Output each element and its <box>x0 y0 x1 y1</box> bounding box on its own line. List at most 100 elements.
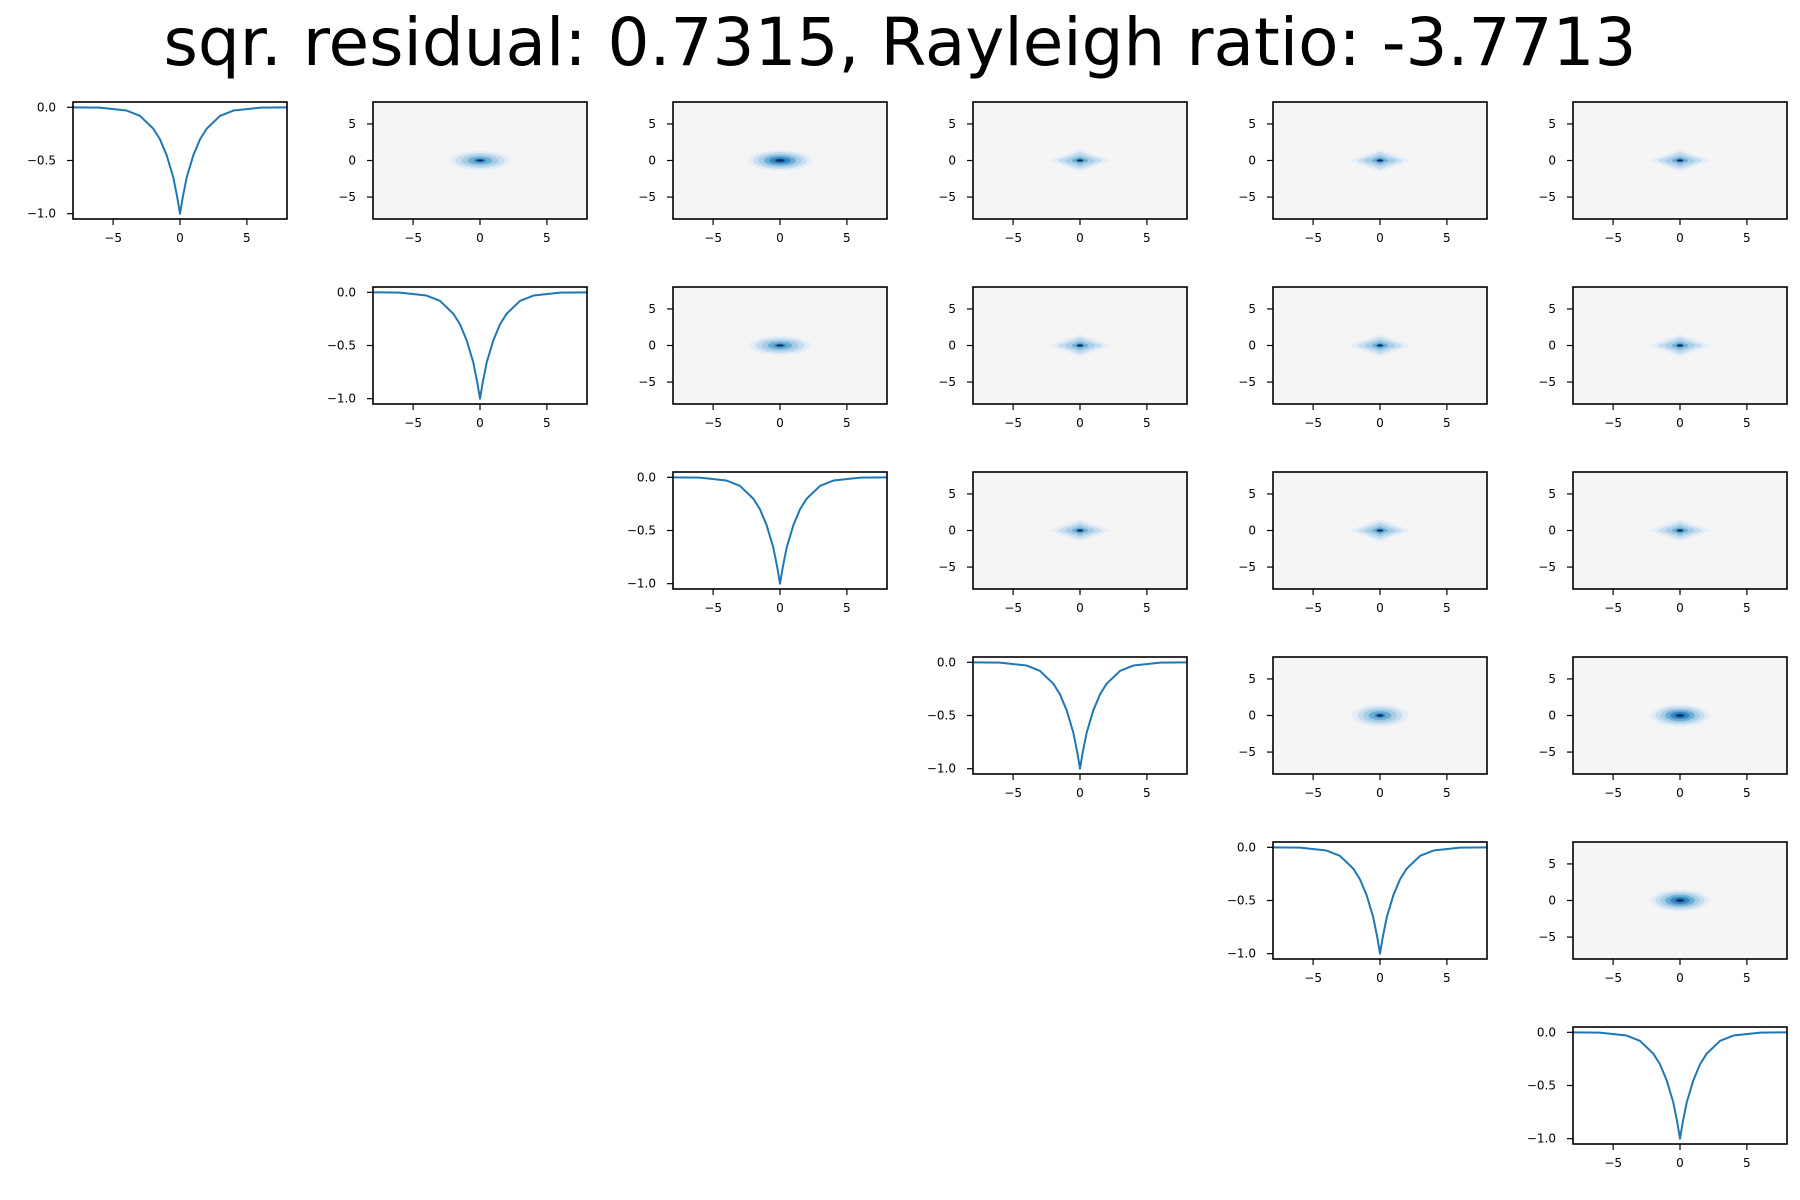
y-tick-label: 0.0 <box>937 655 956 669</box>
subplot-r1-c1: −5 0 5 0.0 −0.5 −1.0 <box>327 285 588 430</box>
subplot-r0-c4: −5 0 5 5 0 −5 <box>1238 101 1488 245</box>
contour-peak <box>776 159 784 162</box>
x-tick-label: −5 <box>704 416 722 430</box>
x-tick-label: 0 <box>1376 786 1384 800</box>
x-tick-label: 0 <box>1376 416 1384 430</box>
y-tick-label: 5 <box>1548 672 1556 686</box>
x-tick-label: −5 <box>1304 971 1322 985</box>
x-tick-label: −5 <box>104 231 122 245</box>
y-tick-label: −1.0 <box>927 762 956 776</box>
x-tick-label: 5 <box>1443 416 1451 430</box>
x-tick-label: −5 <box>1004 786 1022 800</box>
subplot-r0-c5: −5 0 5 5 0 −5 <box>1538 101 1788 245</box>
contour-peak <box>476 159 484 162</box>
contour-peak <box>1676 714 1684 717</box>
contour-peak <box>1376 159 1384 162</box>
x-tick-label: −5 <box>1604 416 1622 430</box>
y-tick-label: 5 <box>1548 117 1556 131</box>
subplot-r1-c3: −5 0 5 5 0 −5 <box>938 286 1188 430</box>
y-tick-label: −0.5 <box>627 524 656 538</box>
series-line <box>1273 846 1487 955</box>
x-tick-label: 0 <box>1676 1156 1684 1170</box>
subplot-r0-c3: −5 0 5 5 0 −5 <box>938 101 1188 245</box>
x-tick-label: −5 <box>1304 601 1322 615</box>
y-tick-label: 5 <box>1248 302 1256 316</box>
y-tick-label: 0 <box>1248 339 1256 353</box>
y-tick-label: 5 <box>1548 302 1556 316</box>
x-tick-label: −5 <box>1304 786 1322 800</box>
x-tick-label: −5 <box>1604 231 1622 245</box>
y-tick-label: −0.5 <box>1227 894 1256 908</box>
subplot-r2-c3: −5 0 5 5 0 −5 <box>938 471 1188 615</box>
y-tick-label: 5 <box>948 487 956 501</box>
x-tick-label: −5 <box>1604 971 1622 985</box>
x-tick-label: −5 <box>1004 231 1022 245</box>
x-tick-label: 0 <box>1676 971 1684 985</box>
x-tick-label: 0 <box>176 231 184 245</box>
y-tick-label: −5 <box>1538 745 1556 759</box>
series-line <box>73 106 287 215</box>
x-tick-label: 5 <box>1143 601 1151 615</box>
contour-peak <box>1376 529 1384 532</box>
axes-frame <box>72 101 288 220</box>
x-tick-label: 5 <box>1743 601 1751 615</box>
x-tick-label: −5 <box>1304 231 1322 245</box>
x-tick-label: 5 <box>1443 971 1451 985</box>
x-tick-label: 0 <box>776 231 784 245</box>
subplot-r0-c0: −5 0 5 0.0 −0.5 −1.0 <box>27 100 288 245</box>
y-tick-label: 5 <box>648 117 656 131</box>
x-tick-label: 5 <box>1743 416 1751 430</box>
axes-frame <box>972 656 1188 775</box>
x-tick-label: 0 <box>476 416 484 430</box>
y-tick-label: 0 <box>648 339 656 353</box>
y-tick-label: −1.0 <box>1227 947 1256 961</box>
y-tick-label: −1.0 <box>1527 1132 1556 1146</box>
y-tick-label: 0 <box>648 154 656 168</box>
x-tick-label: 0 <box>1076 231 1084 245</box>
y-tick-label: 0.0 <box>337 285 356 299</box>
subplot-r0-c2: −5 0 5 5 0 −5 <box>638 101 888 245</box>
y-tick-label: −5 <box>938 375 956 389</box>
x-tick-label: 5 <box>1743 786 1751 800</box>
contour-peak <box>1076 529 1084 532</box>
axes-frame <box>1572 1026 1788 1145</box>
y-tick-label: 0.0 <box>637 470 656 484</box>
x-tick-label: −5 <box>1004 416 1022 430</box>
x-tick-label: −5 <box>1004 601 1022 615</box>
y-tick-label: −5 <box>1538 930 1556 944</box>
y-tick-label: 5 <box>948 302 956 316</box>
x-tick-label: 5 <box>1743 1156 1751 1170</box>
x-tick-label: 5 <box>843 416 851 430</box>
y-tick-label: −1.0 <box>627 577 656 591</box>
y-tick-label: −5 <box>338 190 356 204</box>
x-tick-label: 5 <box>1143 416 1151 430</box>
x-tick-label: 0 <box>1076 601 1084 615</box>
x-tick-label: −5 <box>704 601 722 615</box>
y-tick-label: −0.5 <box>1527 1079 1556 1093</box>
x-tick-label: 5 <box>1443 786 1451 800</box>
y-tick-label: −0.5 <box>927 709 956 723</box>
y-tick-label: 0 <box>1548 154 1556 168</box>
subplot-r4-c5: −5 0 5 5 0 −5 <box>1538 841 1788 985</box>
x-tick-label: 5 <box>1143 786 1151 800</box>
y-tick-label: 0 <box>948 524 956 538</box>
x-tick-label: 0 <box>1076 416 1084 430</box>
y-tick-label: 5 <box>948 117 956 131</box>
y-tick-label: 0.0 <box>37 100 56 114</box>
contour-peak <box>1376 714 1384 717</box>
x-tick-label: 0 <box>1676 231 1684 245</box>
subplot-r1-c4: −5 0 5 5 0 −5 <box>1238 286 1488 430</box>
contour-peak <box>776 344 784 347</box>
y-tick-label: 0 <box>1248 154 1256 168</box>
x-tick-label: 5 <box>543 231 551 245</box>
y-tick-label: 5 <box>648 302 656 316</box>
y-tick-label: −5 <box>638 375 656 389</box>
x-tick-label: 5 <box>1443 231 1451 245</box>
figure-title: sqr. residual: 0.7315, Rayleigh ratio: -… <box>163 4 1637 81</box>
axes-frame <box>672 471 888 590</box>
subplot-r5-c5: −5 0 5 0.0 −0.5 −1.0 <box>1527 1025 1788 1170</box>
x-tick-label: −5 <box>1304 416 1322 430</box>
subplot-r2-c4: −5 0 5 5 0 −5 <box>1238 471 1488 615</box>
contour-peak <box>1676 344 1684 347</box>
